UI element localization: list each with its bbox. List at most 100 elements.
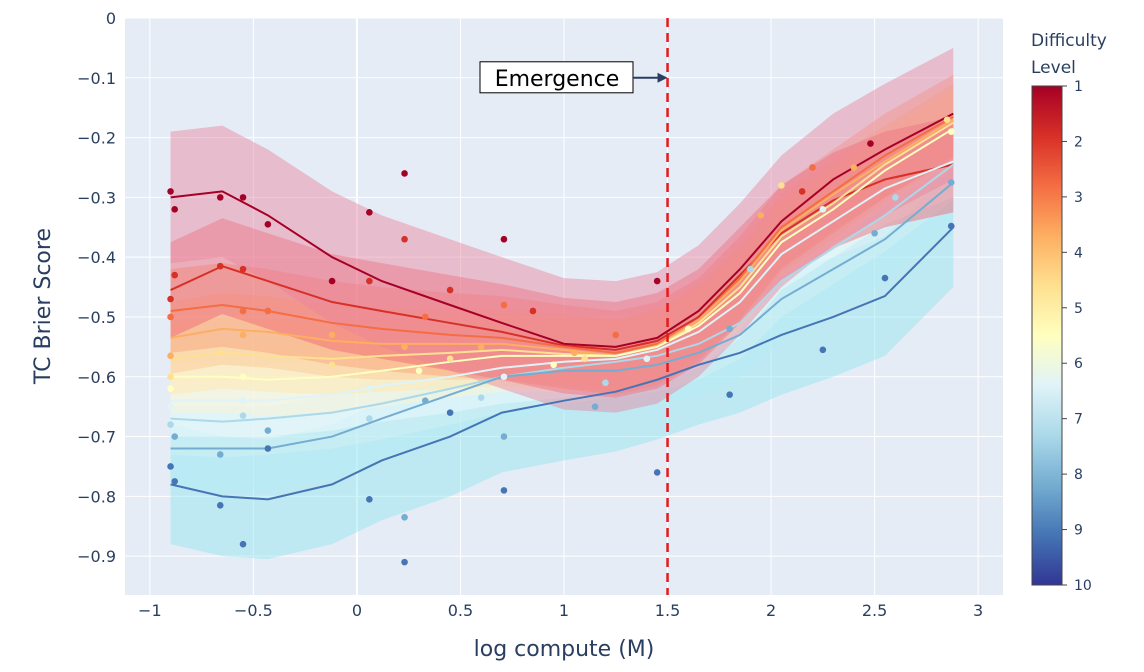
colorbar-title-line1: Difficulty (1031, 31, 1107, 51)
marker-level-8 (167, 421, 174, 428)
marker-level-9 (401, 513, 408, 521)
marker-level-9 (216, 451, 224, 458)
marker-level-6 (550, 361, 557, 369)
colorbar-tick-label: 7 (1074, 412, 1083, 428)
marker-level-10 (947, 222, 955, 230)
colorbar-tick-label: 1 (1074, 79, 1083, 95)
x-tick-label: 0.5 (448, 601, 473, 620)
colorbar-tick-label: 4 (1074, 245, 1083, 261)
marker-level-4 (850, 164, 858, 171)
marker-level-7 (643, 355, 651, 363)
line-level-4 (170, 118, 954, 357)
band-level-4 (170, 83, 954, 392)
line-level-9 (170, 181, 954, 450)
marker-level-8 (366, 415, 373, 422)
marker-level-10 (401, 558, 408, 566)
line-level-2 (170, 163, 954, 351)
marker-level-7 (819, 206, 827, 213)
marker-level-9 (591, 403, 599, 410)
marker-level-4 (167, 352, 174, 360)
marker-level-3 (809, 164, 816, 171)
marker-level-5 (328, 361, 336, 369)
marker-level-10 (653, 469, 661, 476)
marker-level-9 (421, 397, 429, 404)
band-level-10 (170, 167, 954, 560)
colorbar-tick-label: 6 (1074, 356, 1083, 372)
marker-level-6 (167, 385, 174, 393)
line-level-1 (170, 112, 954, 348)
marker-level-1 (500, 235, 508, 243)
band-level-6 (170, 92, 954, 416)
marker-level-6 (415, 367, 423, 375)
marker-level-10 (239, 540, 247, 548)
marker-level-3 (421, 313, 429, 321)
marker-level-1 (167, 188, 174, 195)
line-level-3 (170, 115, 954, 354)
line-level-10 (170, 226, 955, 501)
y-tick-label: −0.2 (77, 129, 116, 148)
band-level-8 (170, 128, 954, 458)
colorbar-title-line2: Level (1031, 58, 1076, 78)
y-tick-label: −0.1 (77, 69, 116, 88)
marker-level-6 (947, 128, 955, 135)
marker-level-3 (612, 331, 620, 339)
marker-level-8 (747, 265, 754, 273)
y-tick-label: −0.7 (77, 428, 116, 447)
marker-level-2 (529, 307, 537, 315)
y-axis-title: TC Brier Score (31, 228, 56, 385)
y-tick-label: −0.6 (77, 368, 116, 387)
marker-level-10 (366, 496, 373, 503)
marker-level-1 (366, 209, 373, 216)
marker-level-2 (171, 271, 178, 279)
marker-level-3 (167, 313, 174, 321)
marker-level-10 (500, 487, 508, 494)
marker-level-10 (167, 463, 174, 470)
marker-level-9 (871, 229, 878, 237)
marker-level-2 (446, 286, 454, 294)
x-tick-label: 2.5 (862, 601, 887, 620)
line-level-8 (170, 163, 954, 423)
data-markers (167, 116, 955, 566)
colorbar-tick-label: 10 (1074, 578, 1092, 594)
x-tick-label: 1.5 (655, 601, 680, 620)
x-tick-label: 3 (973, 601, 983, 620)
marker-level-4 (571, 349, 578, 357)
marker-level-6 (239, 373, 247, 381)
marker-level-10 (216, 502, 224, 509)
series-lines (170, 112, 955, 501)
marker-level-1 (653, 277, 661, 285)
x-tick-label: 2 (766, 601, 776, 620)
marker-level-4 (757, 212, 765, 219)
marker-level-3 (264, 307, 272, 315)
x-tick-label: −1 (138, 601, 162, 620)
y-tick-label: −0.3 (77, 188, 116, 207)
marker-level-7 (366, 385, 373, 393)
marker-level-1 (867, 140, 874, 147)
band-level-7 (170, 125, 954, 437)
marker-level-8 (239, 412, 247, 419)
band-level-5 (170, 86, 954, 395)
marker-level-6 (684, 325, 692, 333)
annotation-box (479, 61, 634, 94)
marker-level-3 (500, 301, 508, 309)
band-level-9 (170, 140, 954, 491)
marker-level-4 (401, 343, 408, 351)
marker-level-9 (264, 427, 272, 434)
band-level-1 (170, 47, 954, 413)
marker-level-7 (167, 403, 174, 410)
marker-level-10 (881, 274, 889, 282)
x-tick-label: 0 (352, 601, 362, 620)
marker-level-2 (167, 295, 174, 303)
marker-level-5 (446, 355, 454, 363)
marker-level-1 (239, 194, 247, 201)
marker-level-1 (264, 220, 272, 228)
marker-level-2 (239, 265, 247, 273)
colorbar-tick-label: 9 (1074, 523, 1083, 539)
marker-level-1 (216, 194, 224, 201)
colorbar-tick-label: 3 (1074, 190, 1083, 206)
colorbar-tick-label: 5 (1074, 301, 1083, 317)
marker-level-2 (366, 277, 373, 285)
marker-level-4 (477, 343, 485, 351)
marker-level-5 (581, 355, 589, 363)
